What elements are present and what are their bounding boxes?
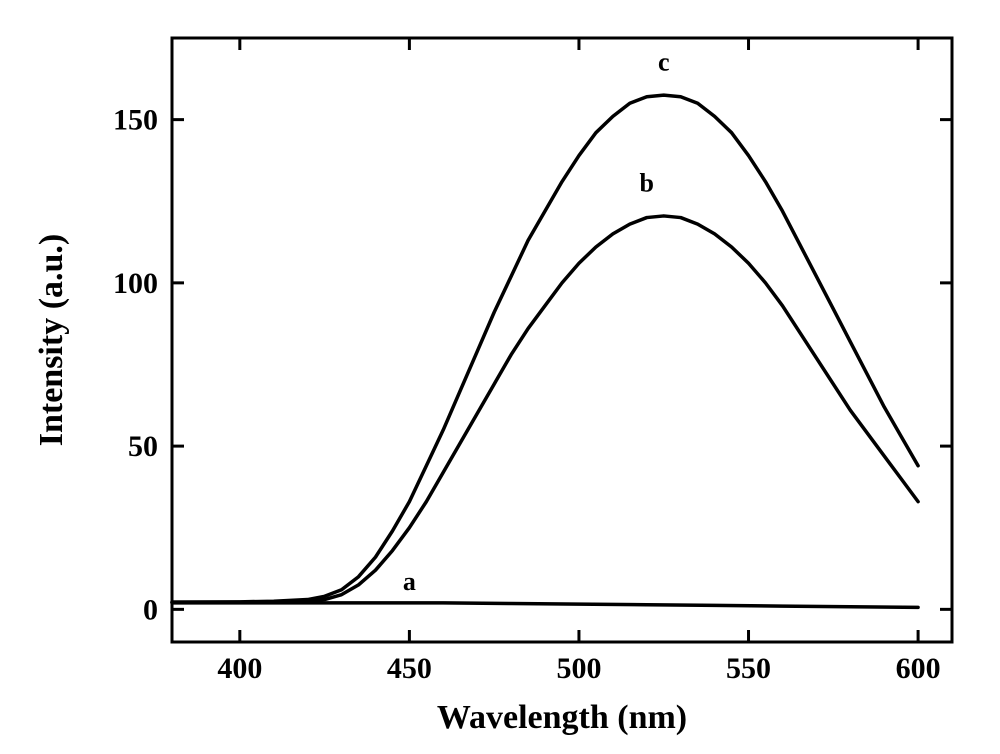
x-axis-ticks: 400 450 500 550 600 <box>217 38 940 685</box>
svg-text:450: 450 <box>387 652 432 685</box>
series-group <box>172 95 918 607</box>
series-a <box>172 603 918 608</box>
y-axis-label: Intensity (a.u.) <box>33 234 70 447</box>
svg-text:550: 550 <box>726 652 771 685</box>
series-c <box>172 95 918 602</box>
svg-text:100: 100 <box>113 267 158 300</box>
series-b-label: b <box>640 168 654 197</box>
plot-frame <box>172 38 952 642</box>
x-axis-label: Wavelength (nm) <box>437 699 687 736</box>
series-c-label: c <box>658 48 670 77</box>
series-a-label: a <box>403 567 416 596</box>
chart-svg: 400 450 500 550 600 0 50 100 150 a b c Waveleng… <box>0 0 1000 754</box>
svg-text:0: 0 <box>143 593 158 626</box>
series-labels: a b c <box>403 48 670 596</box>
svg-text:400: 400 <box>217 652 262 685</box>
svg-text:600: 600 <box>896 652 941 685</box>
svg-text:150: 150 <box>113 104 158 137</box>
spectrum-chart: 400 450 500 550 600 0 50 100 150 a b c Waveleng… <box>0 0 1000 754</box>
y-axis-ticks: 0 50 100 150 <box>113 104 952 627</box>
svg-text:500: 500 <box>556 652 601 685</box>
svg-text:50: 50 <box>128 430 158 463</box>
series-b <box>172 216 918 602</box>
